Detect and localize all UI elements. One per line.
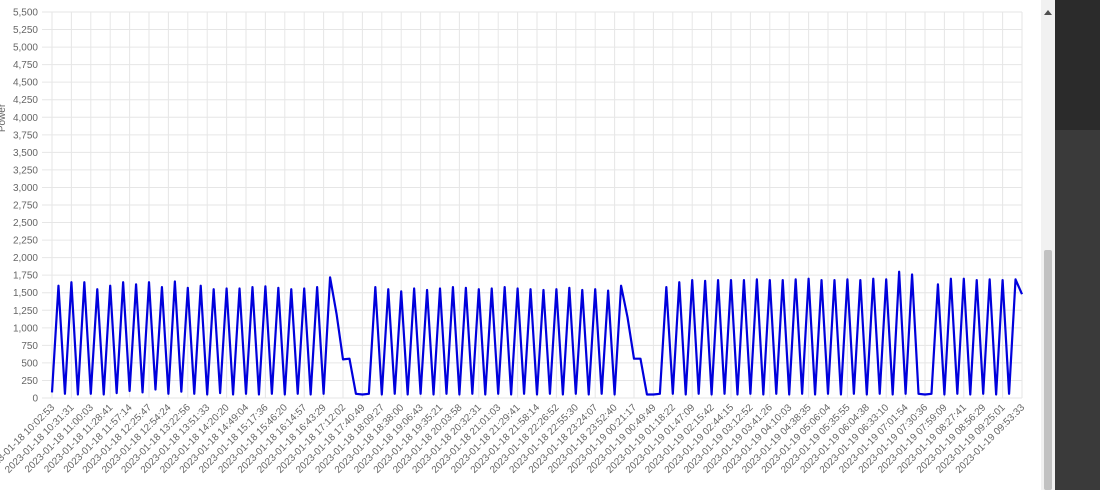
y-tick-label: 3,250 (13, 165, 38, 176)
y-tick-label: 1,000 (13, 323, 38, 334)
y-tick-label: 4,500 (13, 78, 38, 89)
y-tick-label: 2,750 (13, 201, 38, 212)
y-tick-label: 750 (21, 341, 38, 352)
scrollbar-thumb[interactable] (1044, 250, 1052, 490)
y-tick-label: 5,500 (13, 8, 38, 19)
y-tick-label: 3,500 (13, 148, 38, 159)
chart: Power 0 250 500 750 1,000 1,250 1,500 1,750 2,00… (0, 8, 1027, 476)
y-tick-label: 2,000 (13, 253, 38, 264)
y-tick-label: 4,000 (13, 113, 38, 124)
y-tick-label: 3,000 (13, 183, 38, 194)
y-tick-label: 4,750 (13, 60, 38, 71)
y-tick-label: 2,500 (13, 218, 38, 229)
y-tick-label: 5,000 (13, 43, 38, 54)
y-tick-label: 500 (21, 358, 38, 369)
scroll-up-arrow[interactable] (1044, 10, 1052, 15)
y-tick-label: 1,250 (13, 306, 38, 317)
y-tick-label: 3,750 (13, 130, 38, 141)
side-panel-top (1055, 0, 1100, 130)
y-tick-label: 4,250 (13, 95, 38, 106)
y-axis-label: Power (0, 103, 8, 132)
y-tick-label: 250 (21, 376, 38, 387)
y-tick-label: 0 (32, 394, 38, 405)
y-tick-label: 2,250 (13, 236, 38, 247)
y-tick-label: 1,750 (13, 271, 38, 282)
y-tick-label: 1,500 (13, 288, 38, 299)
data-line (50, 270, 1024, 396)
y-tick-label: 5,250 (13, 25, 38, 36)
